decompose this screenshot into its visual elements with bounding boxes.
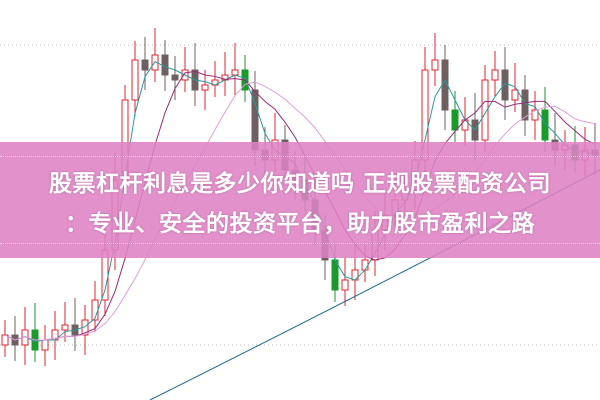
candle-body (61, 324, 69, 331)
candle-body (451, 109, 459, 131)
candle-body (501, 69, 509, 101)
candle-body (141, 59, 149, 71)
candle-body (361, 259, 369, 271)
title-banner (0, 142, 600, 258)
candle-body (491, 69, 499, 81)
candle-body (511, 89, 519, 101)
title-line-2: ：专业、安全的投资平台，助力股市盈利之路 (65, 211, 535, 237)
candle-body (481, 79, 489, 141)
candle-body (431, 59, 439, 71)
candle-body (331, 259, 339, 291)
candle-body (231, 69, 239, 76)
candle-body (541, 109, 549, 141)
article-title: 股票杠杆利息是多少你知道吗 正规股票配资公司 ：专业、安全的投资平台，助力股市盈… (0, 164, 600, 244)
candle-body (171, 74, 179, 81)
banner-divider (0, 243, 600, 244)
candle-body (521, 89, 529, 121)
candle-body (531, 109, 539, 121)
candle-body (131, 59, 139, 101)
candle-body (201, 84, 209, 91)
banner-divider (0, 156, 600, 157)
candle-body (41, 339, 49, 351)
candle-body (341, 279, 349, 291)
title-line-1: 股票杠杆利息是多少你知道吗 正规股票配资公司 (48, 171, 551, 197)
candle-body (161, 54, 169, 76)
